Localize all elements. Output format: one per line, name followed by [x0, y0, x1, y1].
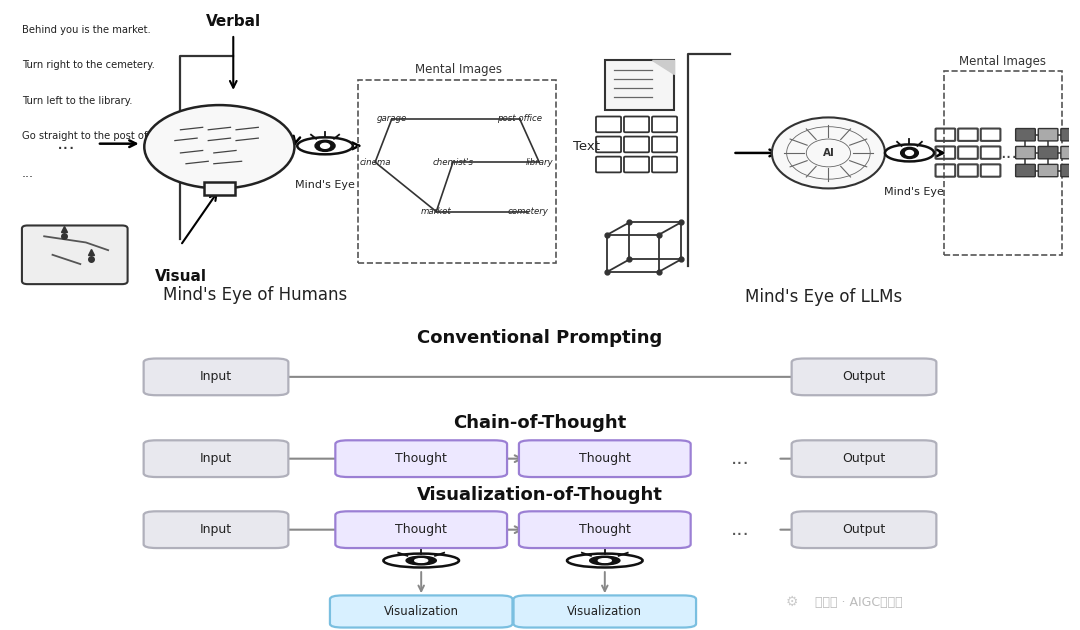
Text: Input: Input — [200, 452, 232, 465]
FancyBboxPatch shape — [1061, 146, 1080, 159]
Text: Turn right to the cemetery.: Turn right to the cemetery. — [22, 60, 154, 71]
Text: Thought: Thought — [395, 452, 447, 465]
Text: ...: ... — [730, 520, 750, 539]
FancyBboxPatch shape — [792, 440, 936, 477]
Text: Input: Input — [200, 523, 232, 536]
FancyBboxPatch shape — [792, 512, 936, 548]
Text: Go straight to the post office.: Go straight to the post office. — [22, 131, 168, 141]
Text: Text: Text — [572, 140, 599, 153]
FancyBboxPatch shape — [1061, 164, 1080, 176]
Text: ...: ... — [1001, 144, 1017, 162]
Text: Input: Input — [200, 370, 232, 384]
Text: cemetery: cemetery — [508, 207, 549, 216]
Text: library: library — [525, 158, 553, 167]
FancyBboxPatch shape — [144, 512, 288, 548]
Circle shape — [590, 556, 620, 565]
FancyBboxPatch shape — [1015, 164, 1036, 176]
Ellipse shape — [567, 554, 643, 568]
FancyBboxPatch shape — [1038, 129, 1058, 141]
FancyBboxPatch shape — [335, 440, 508, 477]
Text: Verbal: Verbal — [205, 14, 261, 29]
Ellipse shape — [297, 137, 353, 154]
Polygon shape — [651, 60, 674, 74]
FancyBboxPatch shape — [1038, 146, 1058, 159]
Text: Turn left to the library.: Turn left to the library. — [22, 96, 133, 106]
Text: Visual: Visual — [154, 269, 206, 284]
Circle shape — [772, 117, 885, 188]
FancyBboxPatch shape — [792, 358, 936, 395]
Text: Behind you is the market.: Behind you is the market. — [22, 25, 151, 35]
Text: market: market — [421, 207, 451, 216]
Circle shape — [415, 559, 428, 563]
FancyBboxPatch shape — [519, 512, 691, 548]
Text: Mind's Eye: Mind's Eye — [885, 187, 944, 197]
FancyBboxPatch shape — [1061, 129, 1080, 141]
Text: Mental Images: Mental Images — [415, 63, 502, 76]
Text: ...: ... — [730, 449, 750, 468]
Text: Mental Images: Mental Images — [959, 55, 1047, 68]
Ellipse shape — [383, 554, 459, 568]
FancyBboxPatch shape — [514, 595, 697, 627]
FancyBboxPatch shape — [519, 440, 691, 477]
Circle shape — [406, 556, 436, 565]
FancyBboxPatch shape — [1015, 146, 1036, 159]
Text: ...: ... — [22, 167, 33, 180]
Text: Thought: Thought — [395, 523, 447, 536]
Text: Mind's Eye of Humans: Mind's Eye of Humans — [163, 286, 348, 304]
Text: Visualization-of-Thought: Visualization-of-Thought — [417, 486, 663, 505]
FancyBboxPatch shape — [335, 512, 508, 548]
Circle shape — [598, 559, 611, 563]
Text: ...: ... — [57, 134, 76, 153]
Text: AI: AI — [823, 148, 835, 158]
Text: Mind's Eye of LLMs: Mind's Eye of LLMs — [745, 288, 902, 306]
Text: Output: Output — [842, 370, 886, 384]
FancyBboxPatch shape — [1015, 129, 1036, 141]
Circle shape — [315, 140, 335, 151]
Text: ⚙: ⚙ — [785, 595, 798, 609]
Text: Output: Output — [842, 452, 886, 465]
Text: Visualization: Visualization — [567, 605, 643, 618]
FancyBboxPatch shape — [144, 440, 288, 477]
FancyBboxPatch shape — [605, 60, 674, 110]
Text: post office: post office — [497, 115, 542, 123]
Text: chemist's: chemist's — [432, 158, 473, 167]
Text: cinema: cinema — [360, 158, 391, 167]
Circle shape — [145, 105, 295, 188]
Circle shape — [905, 151, 914, 156]
Text: Output: Output — [842, 523, 886, 536]
Text: Chain-of-Thought: Chain-of-Thought — [454, 414, 626, 432]
Text: Thought: Thought — [579, 523, 631, 536]
Ellipse shape — [885, 144, 934, 161]
FancyBboxPatch shape — [144, 358, 288, 395]
Text: Conventional Prompting: Conventional Prompting — [417, 329, 663, 347]
Text: Thought: Thought — [579, 452, 631, 465]
FancyBboxPatch shape — [204, 182, 235, 195]
Circle shape — [321, 144, 329, 148]
FancyBboxPatch shape — [22, 226, 127, 284]
Text: Mind's Eye: Mind's Eye — [295, 180, 355, 190]
Text: 公众号 · AIGC最前线: 公众号 · AIGC最前线 — [814, 596, 903, 609]
FancyBboxPatch shape — [1038, 164, 1058, 176]
Text: Visualization: Visualization — [383, 605, 459, 618]
Text: garage: garage — [377, 115, 407, 123]
Circle shape — [901, 147, 918, 159]
FancyBboxPatch shape — [330, 595, 512, 627]
